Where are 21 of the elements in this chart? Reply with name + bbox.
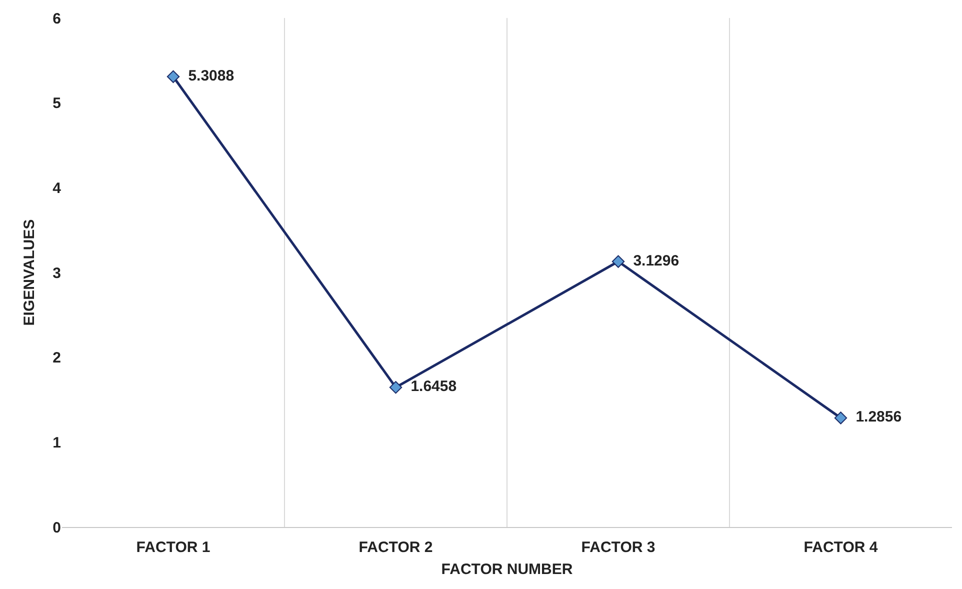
y-tick-label: 1	[52, 434, 61, 452]
data-label: 5.3088	[180, 67, 234, 84]
y-tick-label: 3	[52, 264, 61, 282]
x-tick-label: FACTOR 1	[136, 539, 210, 556]
point	[612, 255, 625, 268]
y-tick-label: 0	[52, 519, 61, 536]
x-tick-label: FACTOR 4	[804, 539, 878, 556]
x-tick-label: FACTOR 3	[581, 539, 656, 556]
y-tick-label: 2	[52, 350, 61, 367]
data-label: 3.1296	[624, 252, 680, 270]
y-tick-label: 6	[52, 10, 61, 28]
y-tick-label: 4	[52, 180, 62, 197]
y-axis-title: EIGENVALUES	[20, 219, 38, 326]
x-axis-title: FACTOR NUMBER	[441, 561, 573, 578]
point	[389, 381, 402, 394]
point	[834, 412, 848, 424]
data-label: 1.6458	[402, 378, 457, 396]
x-tick-label: FACTOR 2	[358, 539, 433, 556]
y-tick-label: 5	[52, 95, 61, 112]
data-label: 1.2856	[847, 408, 902, 426]
point	[166, 70, 180, 83]
